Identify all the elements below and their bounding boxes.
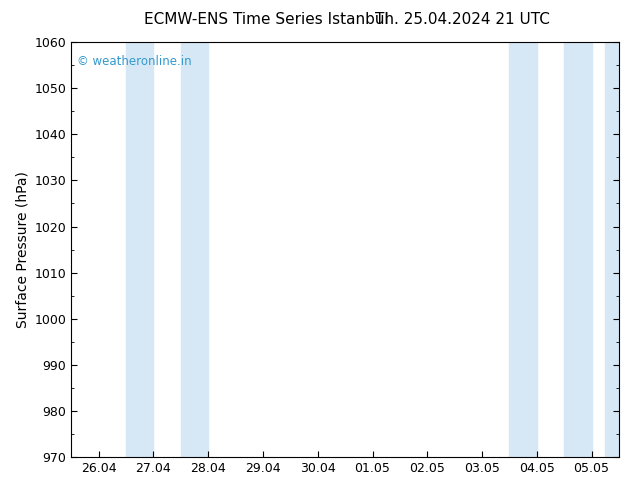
Text: © weatheronline.in: © weatheronline.in <box>77 54 191 68</box>
Bar <box>126 42 153 457</box>
Bar <box>510 42 537 457</box>
Bar <box>605 42 619 457</box>
Text: ECMW-ENS Time Series Istanbul: ECMW-ENS Time Series Istanbul <box>144 12 389 27</box>
Text: Th. 25.04.2024 21 UTC: Th. 25.04.2024 21 UTC <box>375 12 550 27</box>
Y-axis label: Surface Pressure (hPa): Surface Pressure (hPa) <box>15 171 29 328</box>
Bar <box>564 42 592 457</box>
Bar <box>181 42 208 457</box>
